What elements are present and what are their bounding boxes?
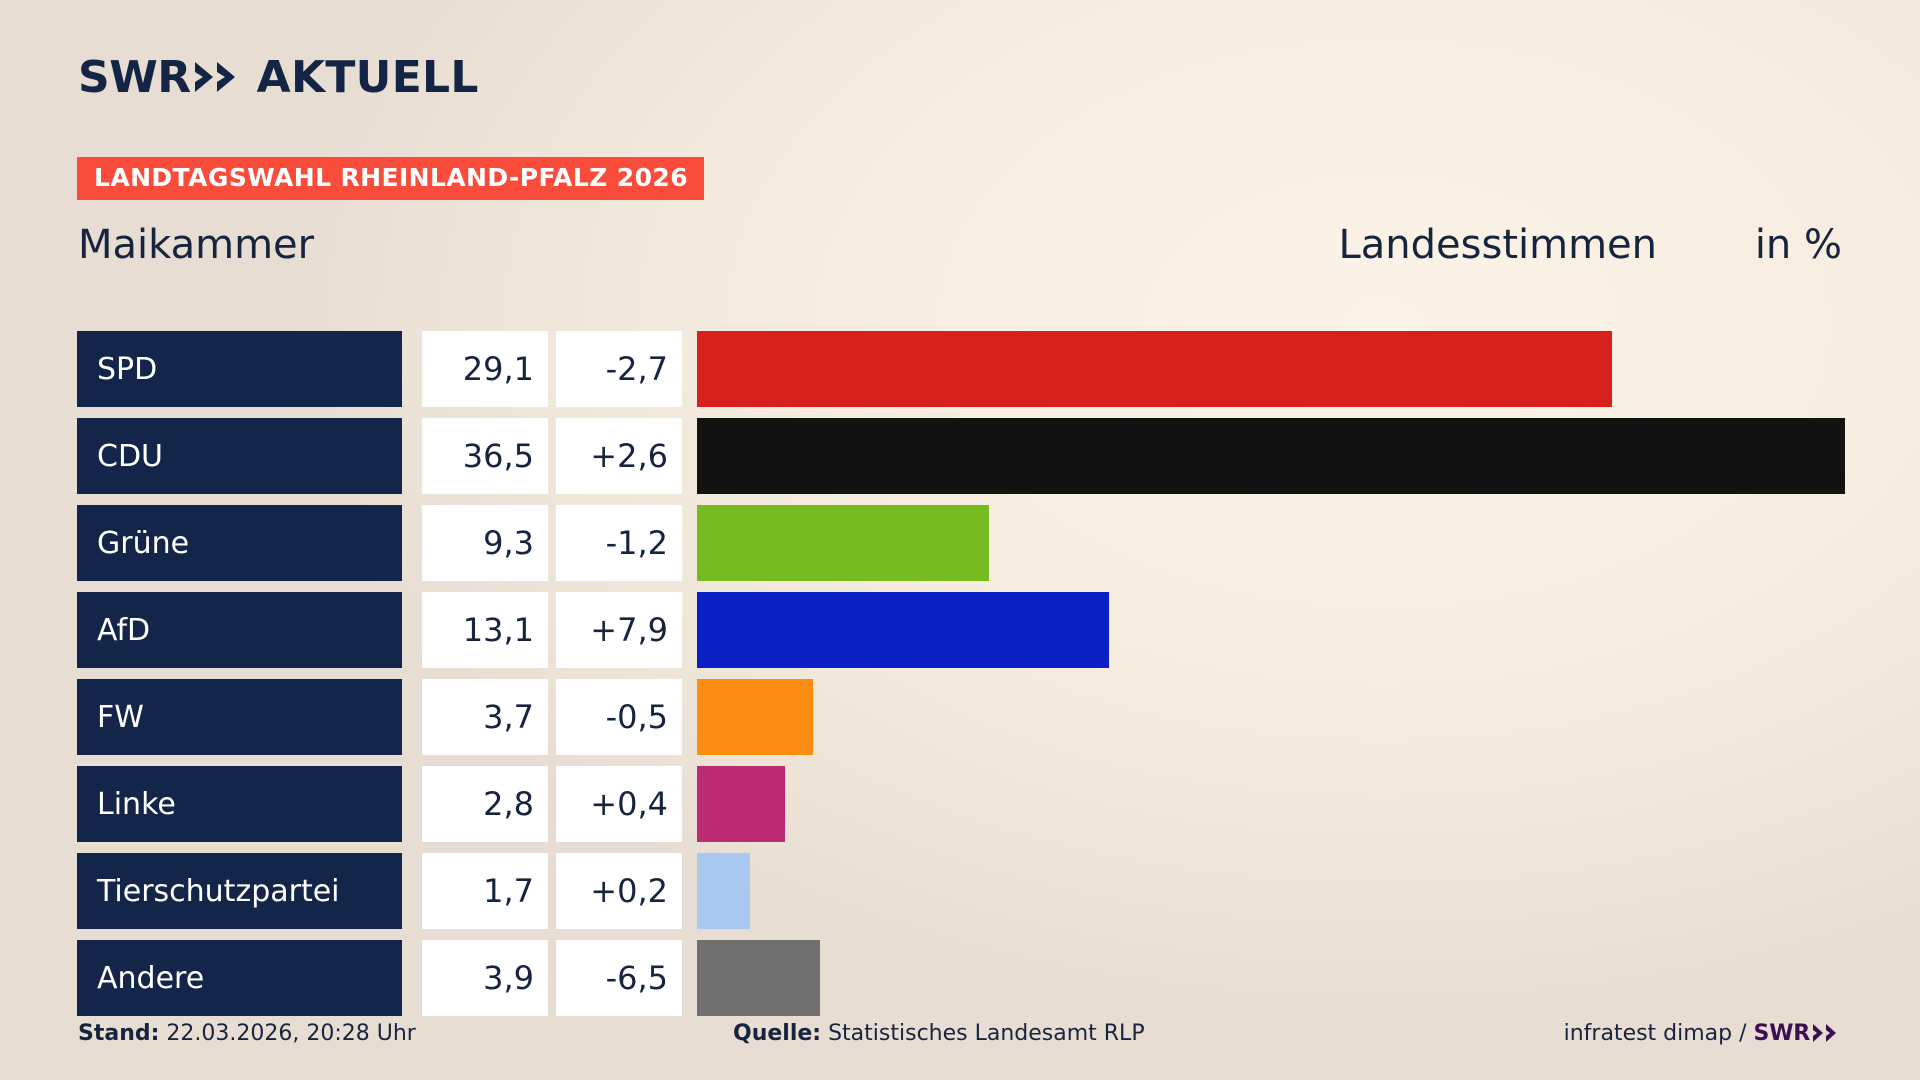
footer-stand-value: 22.03.2026, 20:28 Uhr <box>166 1021 416 1046</box>
party-share-cell: 3,7 <box>422 679 548 755</box>
party-name-cell: SPD <box>77 331 402 407</box>
party-change-cell: -6,5 <box>556 940 682 1016</box>
table-row: CDU 36,5 +2,6 <box>0 418 1920 494</box>
party-bar <box>697 592 1109 668</box>
logo-swr-text: SWR <box>78 52 191 103</box>
footer-source-label: Quelle: <box>733 1021 822 1046</box>
party-bar <box>697 505 990 581</box>
table-row: Grüne 9,3 -1,2 <box>0 505 1920 581</box>
party-name-cell: FW <box>77 679 402 755</box>
party-share-cell: 29,1 <box>422 331 548 407</box>
footer-stand-label: Stand: <box>78 1021 160 1046</box>
party-bar <box>697 679 814 755</box>
footer-source: Quelle: Statistisches Landesamt RLP <box>733 1021 1145 1046</box>
party-change-cell: -0,5 <box>556 679 682 755</box>
footer: Stand: 22.03.2026, 20:28 Uhr Quelle: Sta… <box>0 1021 1920 1061</box>
region-name: Maikammer <box>78 222 315 268</box>
bar-track <box>697 592 1920 668</box>
bar-track <box>697 766 1920 842</box>
party-name-cell: Grüne <box>77 505 402 581</box>
footer-credit-broadcaster: SWR <box>1753 1021 1811 1046</box>
party-share-cell: 3,9 <box>422 940 548 1016</box>
unit-label: in % <box>1754 222 1842 268</box>
double-chevron-right-icon <box>193 60 245 97</box>
party-bar <box>697 766 786 842</box>
party-share-cell: 2,8 <box>422 766 548 842</box>
footer-credit-institute: infratest dimap / <box>1563 1021 1747 1046</box>
party-share-cell: 36,5 <box>422 418 548 494</box>
party-change-cell: +0,4 <box>556 766 682 842</box>
party-bar <box>697 331 1612 407</box>
table-row: Linke 2,8 +0,4 <box>0 766 1920 842</box>
footer-source-value: Statistisches Landesamt RLP <box>828 1021 1145 1046</box>
party-change-cell: -2,7 <box>556 331 682 407</box>
table-row: Tierschutzpartei 1,7 +0,2 <box>0 853 1920 929</box>
party-change-cell: +0,2 <box>556 853 682 929</box>
party-name-cell: AfD <box>77 592 402 668</box>
bar-track <box>697 331 1920 407</box>
table-row: SPD 29,1 -2,7 <box>0 331 1920 407</box>
bar-track <box>697 505 1920 581</box>
party-bar <box>697 940 820 1016</box>
party-change-cell: +2,6 <box>556 418 682 494</box>
party-name-cell: Andere <box>77 940 402 1016</box>
party-share-cell: 13,1 <box>422 592 548 668</box>
party-change-cell: +7,9 <box>556 592 682 668</box>
table-row: FW 3,7 -0,5 <box>0 679 1920 755</box>
party-name-cell: CDU <box>77 418 402 494</box>
double-chevron-right-icon <box>1812 1023 1842 1049</box>
election-title-badge: LANDTAGSWAHL RHEINLAND-PFALZ 2026 <box>77 157 704 200</box>
bar-track <box>697 679 1920 755</box>
bar-track <box>697 418 1920 494</box>
party-bar <box>697 853 751 929</box>
logo-aktuell-text: AKTUELL <box>256 52 479 103</box>
bar-track <box>697 853 1920 929</box>
party-name-cell: Tierschutzpartei <box>77 853 402 929</box>
bar-track <box>697 940 1920 1016</box>
swr-aktuell-logo: SWR AKTUELL <box>78 56 479 100</box>
party-change-cell: -1,2 <box>556 505 682 581</box>
results-table: SPD 29,1 -2,7 CDU 36,5 +2,6 Grüne 9,3 -1,2 AfD 13,… <box>0 331 1920 1027</box>
vote-type-label: Landesstimmen <box>1338 222 1657 268</box>
party-share-cell: 1,7 <box>422 853 548 929</box>
footer-credit: infratest dimap / SWR <box>1564 1021 1842 1049</box>
party-name-cell: Linke <box>77 766 402 842</box>
footer-stand: Stand: 22.03.2026, 20:28 Uhr <box>78 1021 416 1046</box>
table-row: AfD 13,1 +7,9 <box>0 592 1920 668</box>
table-row: Andere 3,9 -6,5 <box>0 940 1920 1016</box>
party-bar <box>697 418 1845 494</box>
party-share-cell: 9,3 <box>422 505 548 581</box>
